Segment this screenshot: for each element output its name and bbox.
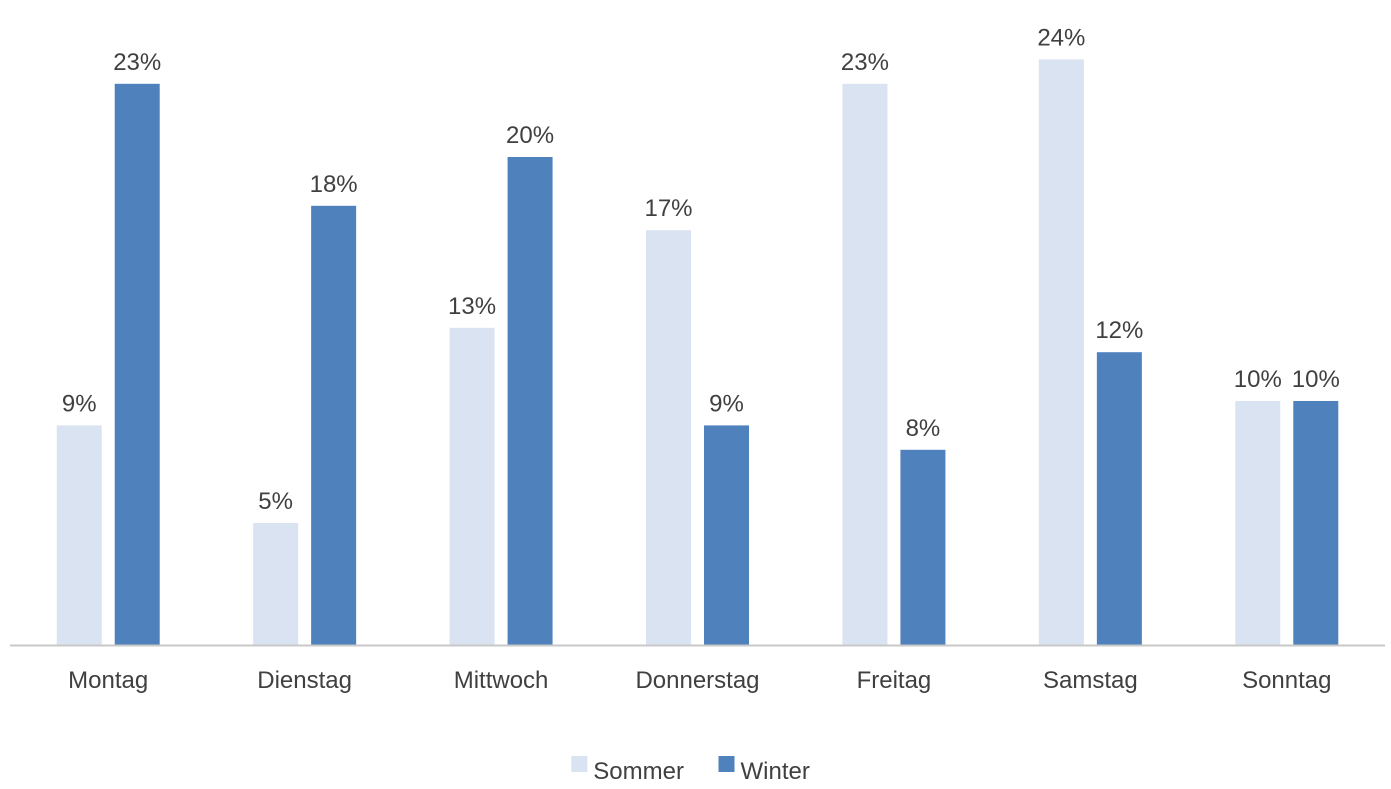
category-label-samstag: Samstag [1043,667,1138,694]
data-label-winter-donnerstag: 9% [709,390,744,417]
data-labels-group: 9% 23% 5% 18% 13% 20% 17% 9% 23% 8% 24% 12% 10% 10% [62,24,1340,515]
data-label-sommer-donnerstag: 17% [644,195,692,222]
bar-sommer-sonntag [1235,401,1281,645]
legend-swatch-sommer [571,756,588,772]
category-label-montag: Montag [68,667,148,694]
legend-swatch-winter [718,756,735,772]
data-label-winter-dienstag: 18% [310,171,358,198]
bar-winter-samstag [1096,352,1142,645]
data-label-sommer-mittwoch: 13% [448,293,496,320]
bar-sommer-dienstag [253,523,299,645]
bar-winter-donnerstag [704,425,749,645]
data-label-winter-sonntag: 10% [1292,366,1340,393]
data-label-winter-samstag: 12% [1095,317,1143,344]
data-label-sommer-sonntag: 10% [1234,366,1282,393]
data-label-sommer-dienstag: 5% [258,488,293,515]
bar-sommer-samstag [1038,59,1084,645]
category-label-freitag: Freitag [857,667,932,694]
data-label-winter-freitag: 8% [906,415,941,442]
legend-label-sommer: Sommer [593,758,684,784]
category-label-dienstag: Dienstag [257,667,352,694]
data-label-winter-montag: 23% [113,49,161,76]
data-label-sommer-samstag: 24% [1037,24,1085,51]
category-label-mittwoch: Mittwoch [454,667,549,694]
bar-winter-freitag [900,449,946,645]
bar-winter-mittwoch [507,157,553,645]
bar-sommer-donnerstag [646,230,691,645]
category-label-sonntag: Sonntag [1242,667,1331,694]
bar-winter-dienstag [311,205,357,646]
category-label-donnerstag: Donnerstag [635,667,759,694]
bars-group [56,59,1339,646]
bar-winter-montag [114,83,160,646]
category-labels-group: Montag Dienstag Mittwoch Donnerstag Freitag S… [68,667,1331,694]
data-label-winter-mittwoch: 20% [506,122,554,149]
legend: Sommer Winter [571,756,810,785]
bar-sommer-montag [56,425,102,645]
legend-label-winter: Winter [741,758,810,784]
bar-sommer-mittwoch [449,327,495,645]
data-label-sommer-montag: 9% [62,390,97,417]
bar-winter-sonntag [1293,401,1339,645]
bar-sommer-freitag [842,83,888,646]
data-label-sommer-freitag: 23% [841,49,889,76]
